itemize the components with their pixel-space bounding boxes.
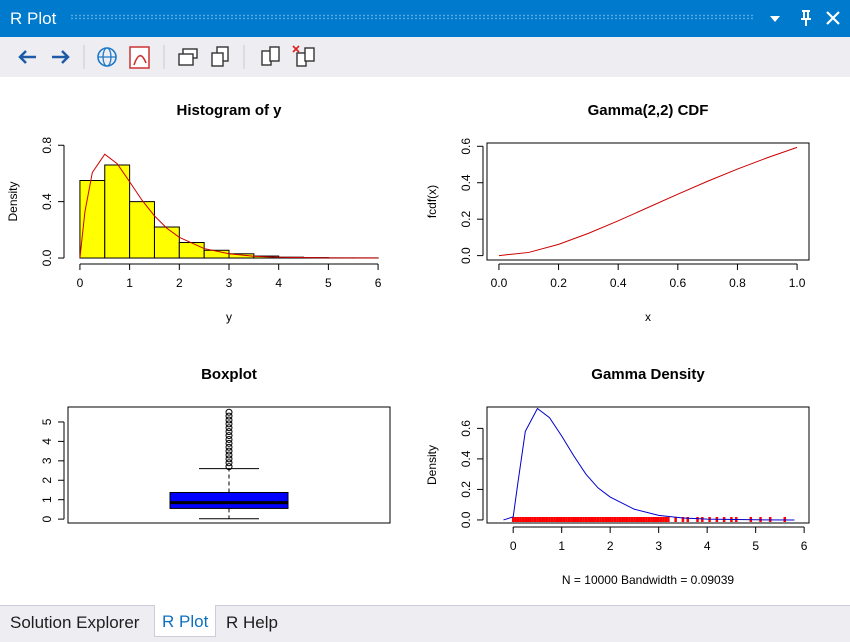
y-axis-label: Density (425, 445, 439, 485)
y-tick-label: 0.2 (459, 211, 473, 228)
outlier (225, 412, 233, 420)
plot-title: Gamma Density (591, 366, 705, 383)
bar (129, 201, 155, 259)
x-axis-label: x (645, 310, 651, 324)
line (503, 407, 795, 521)
tab[interactable]: R Help (226, 613, 278, 632)
dropdown-button[interactable] (770, 16, 780, 22)
y-tick-label: 3 (40, 457, 54, 464)
x-tick-label: 4 (275, 276, 282, 290)
outlier (225, 439, 233, 447)
y-tick-label: 0.0 (459, 511, 473, 528)
x-tick-label: 2 (176, 276, 183, 290)
x-tick-label: 0.4 (610, 276, 627, 290)
y-tick-label: 0 (40, 515, 54, 522)
density-curve (79, 153, 379, 259)
x-tick-label: 6 (801, 539, 808, 553)
pdf-button[interactable] (129, 46, 150, 69)
y-tick-label: 2 (40, 477, 54, 484)
bar (153, 226, 180, 259)
grip (70, 14, 755, 20)
y-tick-label: 0.4 (459, 174, 473, 191)
y-axis-label: fcdf(x) (425, 185, 439, 218)
back-button[interactable] (18, 50, 36, 64)
y-tick-label: 0.2 (459, 481, 473, 498)
x-tick-label: 4 (704, 539, 711, 553)
x-tick-label: 5 (325, 276, 332, 290)
x-tick-label: 6 (375, 276, 382, 290)
x-tick-label: 2 (607, 539, 614, 553)
outlier (225, 443, 233, 451)
x-axis-label: N = 10000 Bandwidth = 0.09039 (562, 573, 734, 587)
x-tick-label: 0.6 (669, 276, 686, 290)
close-button[interactable] (826, 11, 840, 25)
y-tick-label: 0.6 (459, 420, 473, 437)
outlier (225, 424, 233, 432)
x-tick-label: 1 (126, 276, 133, 290)
y-tick-label: 0.6 (459, 138, 473, 155)
plot-title: Boxplot (201, 366, 257, 383)
tab-selected[interactable]: R Plot (154, 605, 217, 637)
tab[interactable]: Solution Explorer (10, 613, 140, 632)
toolbar-icons (18, 45, 315, 69)
x-tick-label: 0.8 (729, 276, 746, 290)
y-axis-label: Density (6, 181, 20, 221)
toolbar (0, 37, 850, 77)
outlier (225, 420, 233, 428)
outlier (225, 408, 233, 416)
plot-area: Histogram of y y Density 0 1 2 3 4 5 6 0.0 0.4 0.8 Ga… (6, 102, 810, 587)
x-tick-label: 5 (752, 539, 759, 553)
x-tick-label: 3 (226, 276, 233, 290)
clear-plot-button[interactable] (261, 46, 280, 66)
line (498, 146, 798, 257)
x-tick-label: 1.0 (789, 276, 806, 290)
window-buttons (770, 10, 840, 26)
window-title: R Plot (10, 9, 57, 28)
outlier (225, 432, 233, 440)
outlier (225, 435, 233, 443)
outlier (225, 459, 233, 467)
x-tick-label: 0 (510, 539, 517, 553)
copy-bitmap-button[interactable] (178, 48, 198, 66)
y-tick-label: 0.0 (40, 249, 54, 266)
plot-frame (67, 406, 391, 524)
bar (104, 164, 131, 259)
outlier (225, 455, 233, 463)
x-tick-label: 1 (558, 539, 565, 553)
outlier (225, 447, 233, 455)
copy-metafile-button[interactable] (211, 46, 229, 67)
x-tick-label: 0 (77, 276, 84, 290)
y-tick-label: 5 (40, 418, 54, 425)
x-tick-label: 3 (655, 539, 662, 553)
browser-button[interactable] (97, 47, 117, 67)
bar (178, 242, 205, 259)
y-tick-label: 0.8 (40, 137, 54, 154)
x-tick-label: 0.0 (491, 276, 508, 290)
y-tick-label: 0.0 (459, 247, 473, 264)
outlier (225, 463, 233, 471)
clear-all-button[interactable] (292, 45, 315, 67)
x-tick-label: 0.2 (550, 276, 567, 290)
y-tick-label: 0.4 (40, 193, 54, 210)
outlier (225, 451, 233, 459)
y-tick-label: 0.4 (459, 450, 473, 467)
tab-bar: Solution Explorer R Plot R Help (0, 605, 850, 642)
y-tick-label: 4 (40, 438, 54, 445)
plot-title: Gamma(2,2) CDF (588, 102, 709, 119)
plots: Histogram of y y Density 0 1 2 3 4 5 6 0.0 0.4 0.8 Ga… (6, 102, 810, 587)
forward-button[interactable] (52, 50, 70, 64)
y-tick-label: 1 (40, 496, 54, 503)
plot-title: Histogram of y (176, 102, 282, 119)
outlier (225, 416, 233, 424)
pin-button[interactable] (801, 10, 811, 26)
plot-frame (486, 406, 810, 524)
box (169, 491, 289, 509)
outlier (225, 428, 233, 436)
title-bar: R Plot (0, 0, 850, 37)
plot-frame (486, 142, 810, 261)
x-axis-label: y (226, 310, 232, 324)
